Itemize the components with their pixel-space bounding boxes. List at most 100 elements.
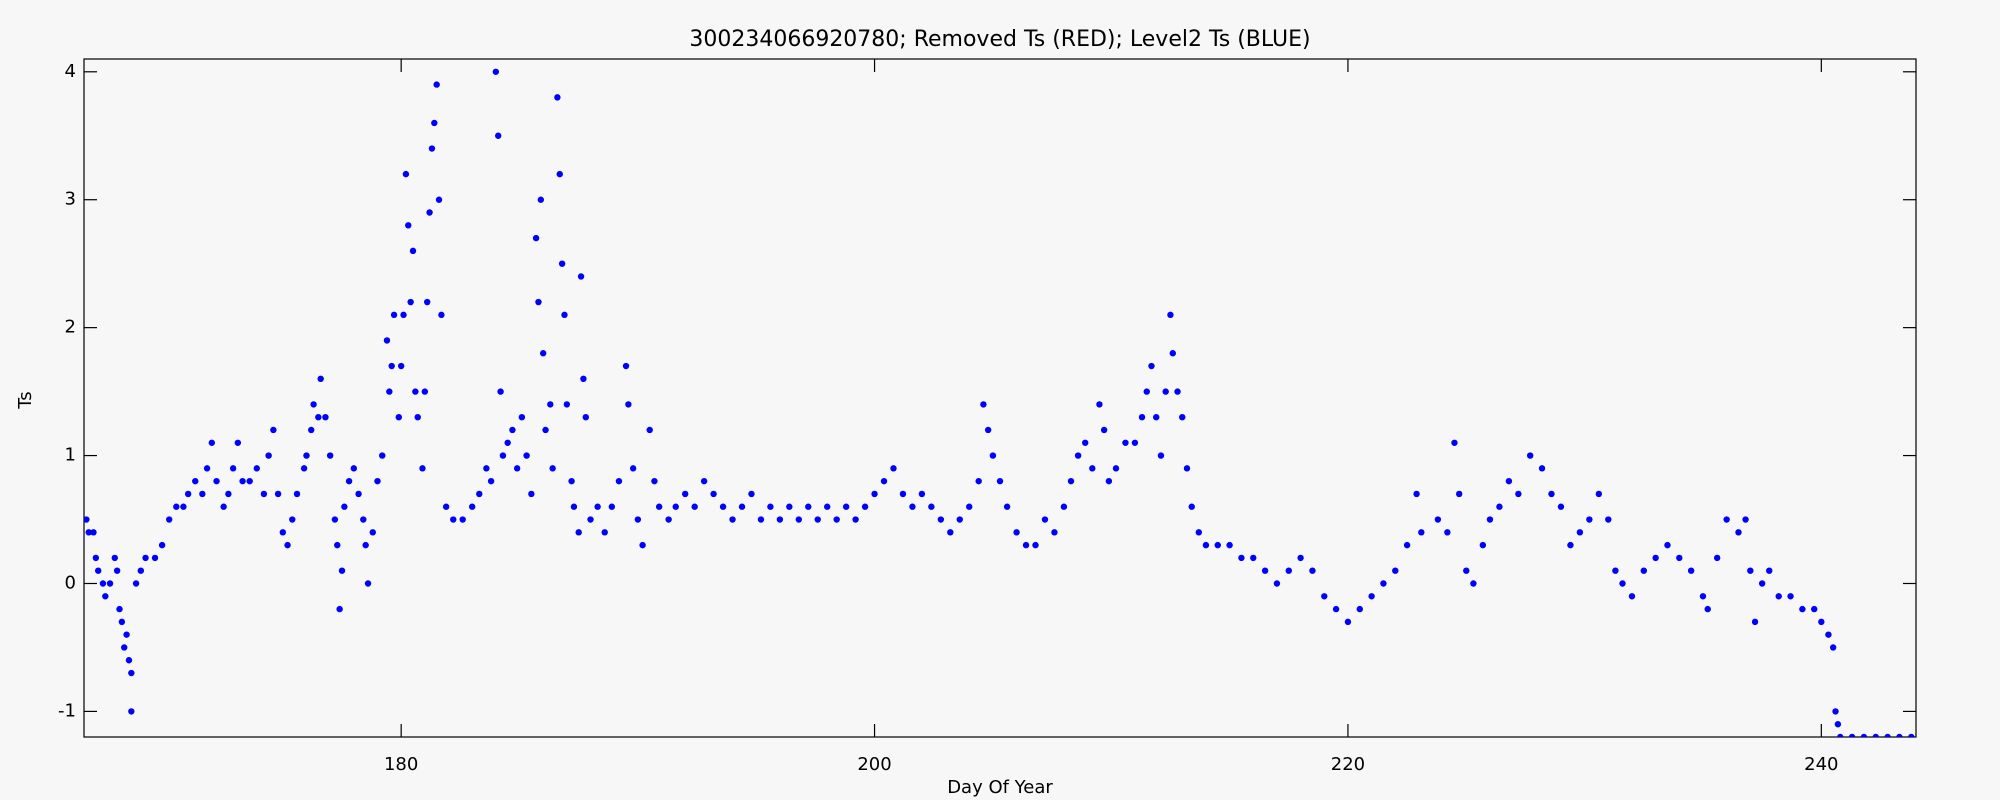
point <box>419 465 426 472</box>
point <box>300 465 308 472</box>
y-tick-label: 4 <box>65 61 76 82</box>
point <box>90 529 97 536</box>
point <box>1250 554 1257 562</box>
point <box>975 477 982 485</box>
point <box>681 490 689 498</box>
point <box>1799 605 1806 613</box>
point <box>757 516 765 523</box>
point <box>996 477 1004 485</box>
point <box>364 580 372 587</box>
point <box>587 516 594 523</box>
point <box>1418 529 1425 536</box>
point <box>989 452 997 459</box>
point <box>409 247 417 255</box>
point <box>1848 733 1856 737</box>
point <box>748 490 755 498</box>
point <box>504 439 511 446</box>
point <box>861 503 869 510</box>
point <box>1832 708 1839 715</box>
point <box>1829 644 1837 651</box>
point <box>629 465 637 472</box>
point <box>776 516 784 523</box>
point <box>710 490 717 498</box>
point <box>1687 567 1695 574</box>
point <box>1872 733 1879 737</box>
point <box>345 477 353 485</box>
point <box>1619 580 1626 587</box>
point <box>594 503 601 510</box>
point <box>180 503 187 510</box>
point <box>270 426 277 434</box>
point <box>1713 554 1721 562</box>
x-axis-label: Day Of Year <box>947 777 1053 798</box>
point <box>909 503 916 510</box>
point <box>253 465 260 472</box>
point <box>1356 605 1363 613</box>
point <box>608 503 616 510</box>
point <box>1380 580 1387 587</box>
point <box>655 503 663 510</box>
point <box>1148 362 1155 370</box>
point <box>284 541 291 549</box>
point <box>166 516 173 523</box>
point <box>554 94 561 101</box>
point <box>1162 388 1169 395</box>
point <box>1586 516 1593 523</box>
point <box>842 503 850 510</box>
point <box>1486 516 1494 523</box>
point <box>1157 452 1165 459</box>
point <box>421 388 429 395</box>
point <box>1100 426 1108 434</box>
point <box>1003 503 1011 510</box>
point <box>833 516 840 523</box>
point <box>1699 593 1707 600</box>
point <box>1837 733 1844 737</box>
point <box>383 337 391 344</box>
y-tick-label: 2 <box>65 317 76 338</box>
point <box>1202 541 1210 549</box>
point <box>400 311 407 319</box>
point <box>1403 541 1411 549</box>
point <box>1105 477 1113 485</box>
point <box>1548 490 1555 498</box>
point <box>499 452 507 459</box>
point <box>397 362 405 370</box>
point <box>539 350 547 357</box>
point <box>786 503 793 510</box>
point <box>1860 733 1868 737</box>
point <box>414 413 421 421</box>
point <box>322 413 329 421</box>
point <box>1628 593 1636 600</box>
point <box>1285 567 1292 574</box>
point <box>1096 401 1103 408</box>
point <box>1332 605 1340 613</box>
y-axis-label: Ts <box>15 391 36 409</box>
point <box>1214 541 1221 549</box>
point <box>142 554 149 562</box>
point <box>805 503 812 510</box>
point <box>234 439 242 446</box>
point <box>622 362 630 370</box>
point <box>1612 567 1619 574</box>
point <box>379 452 386 459</box>
point <box>289 516 296 523</box>
point <box>767 503 774 510</box>
point <box>1082 439 1089 446</box>
y-tick-label: 0 <box>65 572 76 593</box>
point <box>1153 413 1160 421</box>
point <box>315 413 322 421</box>
point <box>303 452 310 459</box>
point <box>1434 516 1442 523</box>
point <box>483 465 490 472</box>
point <box>1344 618 1352 626</box>
point <box>118 618 126 626</box>
point <box>113 567 121 574</box>
point <box>1273 580 1281 587</box>
point <box>407 298 414 306</box>
point <box>213 477 220 485</box>
x-tick-label: 220 <box>1331 754 1365 775</box>
points <box>84 68 1915 737</box>
point <box>523 452 530 459</box>
point <box>1451 439 1458 446</box>
